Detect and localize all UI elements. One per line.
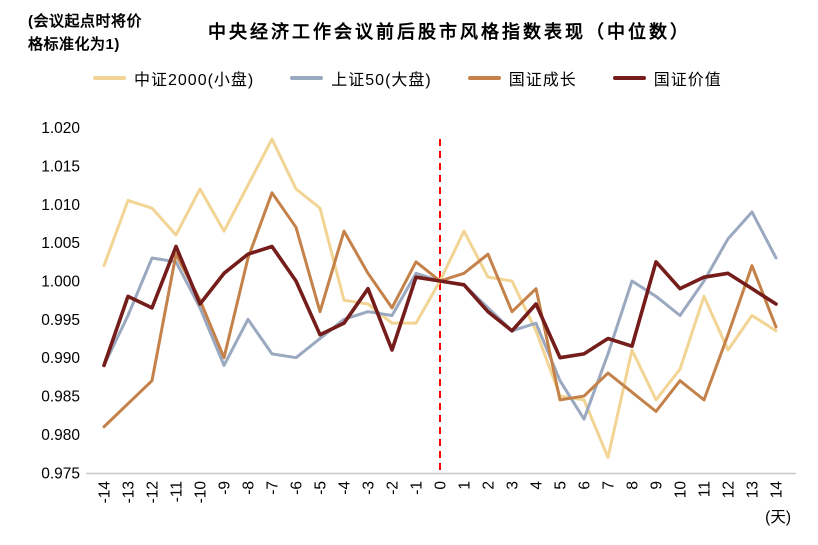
series-line-4 bbox=[102, 244, 778, 368]
y-tick-label: 1.010 bbox=[41, 197, 80, 214]
y-tick-label: 0.980 bbox=[41, 427, 80, 444]
x-tick-label: 3 bbox=[505, 481, 522, 490]
legend-swatch bbox=[467, 75, 501, 81]
x-tick-label: -6 bbox=[289, 481, 306, 495]
y-tick-label: 0.975 bbox=[41, 465, 80, 482]
x-tick-label: 12 bbox=[721, 481, 738, 498]
y-tick-label: 1.005 bbox=[41, 235, 80, 252]
x-tick-label: -3 bbox=[361, 481, 378, 495]
y-tick-label: 0.995 bbox=[41, 312, 80, 329]
legend-label: 国证价值 bbox=[653, 72, 722, 89]
x-tick-label: 4 bbox=[529, 481, 546, 490]
x-tick-label: -1 bbox=[409, 481, 426, 495]
legend-item: 上证50(大盘) bbox=[290, 66, 431, 90]
x-tick-label: 13 bbox=[745, 481, 762, 498]
legend-item: 中证2000(小盘) bbox=[93, 66, 254, 90]
legend-label: 上证50(大盘) bbox=[331, 72, 432, 89]
x-tick-label: -11 bbox=[169, 481, 186, 502]
y-tick-label: 1.000 bbox=[41, 274, 80, 291]
x-tick-label: 9 bbox=[649, 481, 666, 490]
note-line-1: (会议起点时将价 bbox=[28, 13, 142, 30]
x-tick-label: -14 bbox=[97, 481, 114, 504]
x-tick-label: 5 bbox=[553, 481, 570, 490]
x-tick-label: -7 bbox=[265, 481, 282, 495]
y-tick-label: 0.985 bbox=[41, 389, 80, 406]
x-tick-label: 14 bbox=[769, 481, 786, 499]
x-tick-label: 10 bbox=[673, 481, 690, 499]
legend-item: 国证价值 bbox=[612, 66, 722, 90]
x-tick-label: 1 bbox=[457, 481, 474, 490]
legend-swatch bbox=[93, 75, 126, 81]
x-tick-label: 11 bbox=[697, 481, 714, 497]
x-tick-label: -10 bbox=[193, 481, 210, 504]
legend-label: 国证成长 bbox=[508, 72, 577, 89]
x-tick-label: -9 bbox=[217, 481, 234, 495]
y-tick-label: 0.990 bbox=[41, 350, 80, 367]
normalization-note: (会议起点时将价 格标准化为1) bbox=[28, 10, 168, 56]
x-tick-label: 7 bbox=[601, 481, 618, 490]
x-tick-label: -13 bbox=[121, 481, 138, 503]
x-tick-label: 6 bbox=[577, 481, 594, 490]
legend-label: 中证2000(小盘) bbox=[134, 72, 255, 89]
chart-legend: 中证2000(小盘) 上证50(大盘) 国证成长 国证价值 bbox=[93, 66, 722, 90]
x-tick-label: -4 bbox=[337, 481, 354, 495]
note-line-2: 格标准化为1) bbox=[28, 36, 120, 53]
x-tick-label: -2 bbox=[385, 481, 402, 495]
x-tick-label: 0 bbox=[433, 481, 450, 490]
chart-title: 中央经济工作会议前后股市风格指数表现（中位数） bbox=[208, 22, 691, 42]
y-tick-label: 1.020 bbox=[41, 120, 80, 137]
x-tick-label: -8 bbox=[241, 481, 258, 495]
legend-item: 国证成长 bbox=[467, 66, 577, 90]
x-tick-label: 2 bbox=[481, 481, 498, 490]
y-tick-label: 1.015 bbox=[41, 158, 80, 175]
x-axis-unit-label: (天) bbox=[765, 509, 791, 526]
x-tick-label: -5 bbox=[313, 481, 330, 495]
x-tick-label: 8 bbox=[625, 481, 642, 490]
legend-swatch bbox=[290, 75, 324, 81]
x-tick-label: -12 bbox=[145, 481, 162, 503]
legend-swatch bbox=[612, 75, 646, 81]
